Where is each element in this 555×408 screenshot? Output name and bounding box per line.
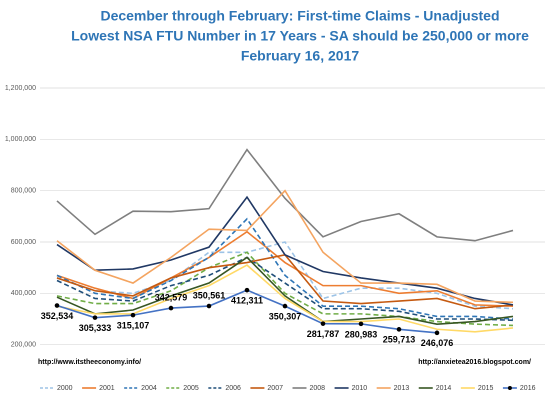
series-line xyxy=(56,241,514,310)
legend-label: 2010 xyxy=(352,385,368,392)
chart-title: February 16, 2017 xyxy=(241,48,360,64)
series-line xyxy=(56,148,514,242)
marker xyxy=(168,305,174,311)
marker xyxy=(320,321,326,326)
marker xyxy=(244,287,250,293)
series-line xyxy=(56,256,514,325)
series-line xyxy=(56,217,514,320)
marker xyxy=(396,327,402,332)
data-label: 315,107 xyxy=(117,320,150,330)
annotation: http://www.itstheeconomy.info/ xyxy=(38,359,141,366)
series-line xyxy=(56,251,514,327)
data-label: 350,307 xyxy=(269,311,302,321)
legend-label: 2007 xyxy=(267,385,283,392)
legend-label: 2004 xyxy=(141,385,157,392)
marker xyxy=(130,312,136,318)
legend-label: 2015 xyxy=(478,385,494,392)
y-tick-label: 600,000 xyxy=(11,239,36,246)
data-label: 281,787 xyxy=(307,329,340,339)
marker xyxy=(282,303,288,309)
marker xyxy=(358,321,364,327)
data-label: 280,983 xyxy=(345,329,378,339)
data-label: 352,534 xyxy=(41,311,74,321)
annotation: http://anxietea2016.blogspot.com/ xyxy=(418,359,531,366)
legend-label: 2008 xyxy=(310,385,326,392)
data-label: 342,579 xyxy=(155,292,188,302)
legend-marker xyxy=(507,386,512,390)
data-label: 259,713 xyxy=(383,335,416,345)
legend-label: 2014 xyxy=(436,385,452,392)
marker xyxy=(92,315,98,320)
series-line xyxy=(56,256,514,322)
chart-title: December through February: First-time Cl… xyxy=(100,8,499,24)
legend-label: 2000 xyxy=(57,385,73,392)
series-line xyxy=(56,195,514,306)
chart-title: Lowest NSA FTU Number in 17 Years - SA s… xyxy=(71,28,529,44)
legend-label: 2016 xyxy=(520,385,536,392)
marker xyxy=(434,330,440,336)
legend-label: 2005 xyxy=(183,385,199,392)
y-tick-label: 1,200,000 xyxy=(5,85,36,92)
data-label: 350,561 xyxy=(193,290,226,300)
legend-label: 2013 xyxy=(394,385,410,392)
marker xyxy=(206,303,212,309)
data-label: 246,076 xyxy=(421,338,454,348)
series-line xyxy=(56,189,514,304)
marker xyxy=(54,303,60,308)
legend-label: 2006 xyxy=(225,385,241,392)
y-tick-label: 200,000 xyxy=(11,342,36,349)
data-label: 412,311 xyxy=(231,296,263,306)
y-tick-label: 800,000 xyxy=(11,188,36,195)
data-label: 305,333 xyxy=(79,323,112,333)
legend-label: 2001 xyxy=(99,385,115,392)
y-tick-label: 400,000 xyxy=(11,290,36,297)
y-tick-label: 1,000,000 xyxy=(5,136,36,143)
